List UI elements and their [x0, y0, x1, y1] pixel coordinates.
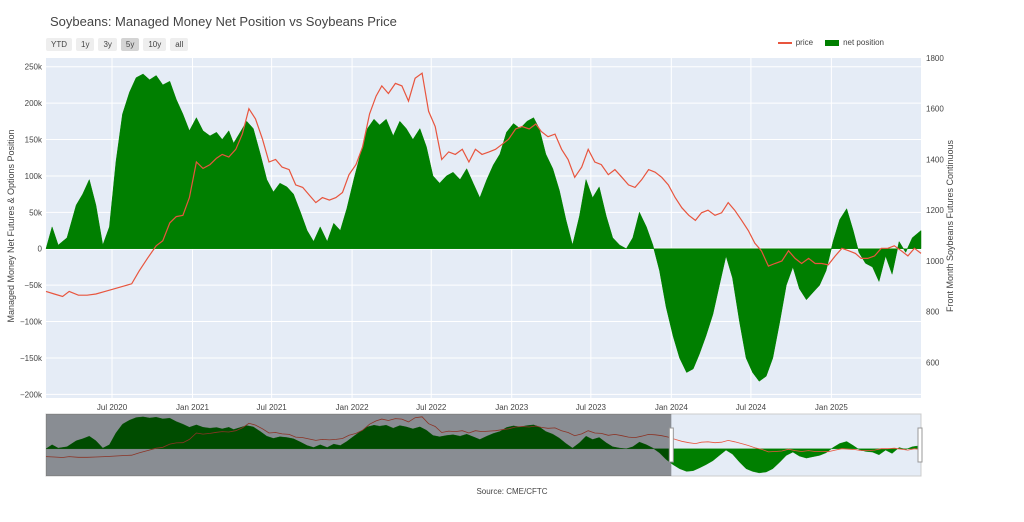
- y-tick-label: 250k: [25, 63, 43, 72]
- range-button-1y[interactable]: 1y: [76, 38, 95, 51]
- y-tick-label: −150k: [20, 354, 43, 363]
- range-slider-price-line: [45, 416, 922, 458]
- range-slider-net-area: [45, 416, 922, 474]
- y2-tick-label: 1800: [926, 54, 944, 63]
- x-tick-label: Jul 2020: [97, 403, 128, 412]
- chart-source: Source: CME/CFTC: [476, 487, 548, 496]
- y-axis-left-ticks: −200k −150k −100k −50k 0 50k 100k 150k 200k 250k: [20, 63, 43, 400]
- y2-tick-label: 1400: [926, 155, 944, 164]
- range-slider[interactable]: [45, 413, 923, 477]
- range-selector: YTD 1y 3y 5y 10y all: [46, 38, 189, 51]
- range-button-3y[interactable]: 3y: [98, 38, 117, 51]
- x-tick-label: Jan 2022: [336, 403, 369, 412]
- x-tick-label: Jul 2022: [416, 403, 447, 412]
- x-tick-label: Jan 2025: [815, 403, 848, 412]
- y-axis-right-ticks: 600 800 1000 1200 1400 1600 1800: [926, 54, 944, 367]
- y2-tick-label: 1200: [926, 206, 944, 215]
- x-tick-label: Jul 2024: [736, 403, 767, 412]
- y2-tick-label: 1600: [926, 105, 944, 114]
- x-tick-label: Jul 2021: [257, 403, 288, 412]
- price-line: [45, 72, 922, 298]
- x-axis-ticks: Jul 2020 Jan 2021 Jul 2021 Jan 2022 Jul 2022…: [97, 403, 848, 412]
- y2-tick-label: 1000: [926, 257, 944, 266]
- y-tick-label: −50k: [24, 281, 43, 290]
- range-slider-handle-left[interactable]: [668, 427, 674, 463]
- chart-title: Soybeans: Managed Money Net Position vs …: [50, 14, 397, 29]
- chart-legend: price net position: [777, 38, 884, 47]
- y2-tick-label: 600: [926, 358, 940, 367]
- legend-swatch-price: [777, 41, 792, 44]
- y-tick-label: −100k: [20, 318, 43, 327]
- x-tick-label: Jan 2021: [176, 403, 209, 412]
- range-button-5y[interactable]: 5y: [120, 38, 140, 51]
- range-button-all[interactable]: all: [170, 38, 189, 51]
- legend-label-price: price: [795, 38, 814, 47]
- y-tick-label: 200k: [25, 99, 43, 108]
- y-axis-label: Managed Money Net Futures & Options Posi…: [6, 129, 16, 322]
- mini-net-series: [45, 416, 922, 474]
- range-slider-handle-right[interactable]: [917, 427, 923, 463]
- x-tick-label: Jul 2023: [576, 403, 607, 412]
- mini-price-series: [45, 416, 922, 458]
- y-tick-label: 0: [38, 245, 43, 254]
- range-button-10y[interactable]: 10y: [143, 38, 167, 51]
- legend-item-net-position[interactable]: net position: [825, 38, 884, 47]
- y-tick-label: 50k: [29, 208, 43, 217]
- legend-item-price[interactable]: price: [777, 38, 814, 47]
- legend-swatch-net-position: [825, 39, 840, 46]
- x-tick-label: Jan 2024: [655, 403, 688, 412]
- x-tick-label: Jan 2023: [495, 403, 528, 412]
- price-series: [45, 72, 922, 298]
- net-position-series: [45, 73, 922, 382]
- y2-axis-label: Front Month Soybeans Futures Continuous: [945, 139, 955, 312]
- range-slider-mask: [46, 414, 672, 476]
- range-button-ytd[interactable]: YTD: [46, 38, 72, 51]
- y-tick-label: 100k: [25, 172, 43, 181]
- y-tick-label: −200k: [20, 390, 43, 399]
- y2-tick-label: 800: [926, 308, 940, 317]
- legend-label-net-position: net position: [843, 38, 884, 47]
- y-tick-label: 150k: [25, 136, 43, 145]
- net-position-area: [45, 73, 922, 382]
